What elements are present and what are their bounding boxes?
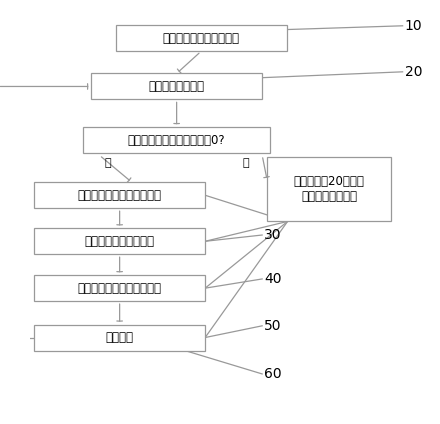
- Bar: [34, 182, 205, 208]
- Bar: [34, 275, 205, 301]
- Text: 50: 50: [264, 319, 282, 333]
- Text: 40: 40: [264, 272, 282, 286]
- Text: 确定行人过街绿灯启动时刻: 确定行人过街绿灯启动时刻: [77, 189, 161, 202]
- Text: 确定行人过街需求数量: 确定行人过街需求数量: [84, 235, 154, 248]
- Text: 10: 10: [405, 19, 422, 33]
- Text: 采集行人过街的交通信息: 采集行人过街的交通信息: [162, 32, 239, 45]
- Text: 停留在步骤20），直
至信号调节结束：: 停留在步骤20），直 至信号调节结束：: [294, 175, 365, 203]
- Text: 60: 60: [264, 367, 282, 381]
- Text: 20: 20: [405, 65, 422, 79]
- Bar: [34, 228, 205, 254]
- Text: 否: 否: [104, 159, 111, 168]
- Bar: [83, 127, 270, 153]
- Bar: [34, 324, 205, 351]
- Text: 是: 是: [242, 159, 249, 168]
- Text: 30: 30: [264, 228, 282, 242]
- Bar: [91, 73, 262, 100]
- Text: 信号切换: 信号切换: [106, 331, 134, 344]
- Text: 启动行人过街控制: 启动行人过街控制: [149, 80, 205, 93]
- Bar: [267, 156, 392, 221]
- Bar: [116, 25, 286, 51]
- Text: 行人过街的累计数量是否为0?: 行人过街的累计数量是否为0?: [128, 134, 225, 147]
- Text: 确定行人过街绿灯结束时刻: 确定行人过街绿灯结束时刻: [77, 282, 161, 295]
